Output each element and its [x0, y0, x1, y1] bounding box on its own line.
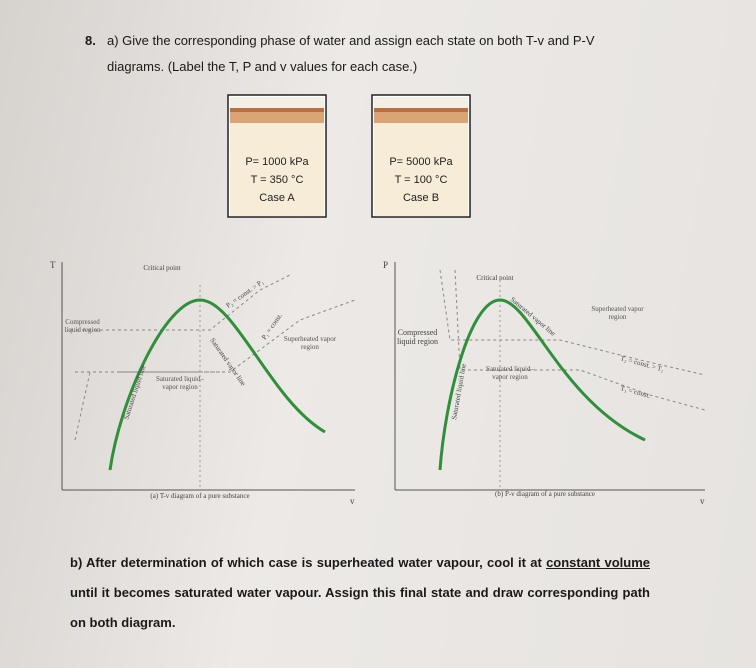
question-number: 8.	[85, 33, 96, 48]
text: .	[171, 615, 176, 630]
label: T₁ = const.	[619, 384, 651, 400]
label: Compressed liquid region	[64, 318, 101, 334]
label: Saturated vapor line	[208, 337, 247, 388]
temperature: T = 100 °C	[395, 174, 448, 186]
label: Compressed liquid region	[396, 328, 439, 346]
label: Saturated vapor line	[509, 295, 557, 337]
tv-diagram: T v Critical point Compressed liquid reg…	[50, 260, 356, 506]
label: Superheated vapor region	[283, 335, 337, 351]
part-a: 8. a) Give the corresponding phase of wa…	[85, 28, 645, 80]
saturation-dome	[438, 298, 646, 471]
axis-label: v	[700, 496, 705, 506]
label: Critical point	[143, 264, 180, 272]
label: Saturated liquid line	[122, 364, 147, 420]
saturation-dome	[108, 298, 326, 471]
emphasis: both diagram	[89, 615, 172, 630]
temperature: T = 350 °C	[251, 174, 304, 186]
part-a-text: a) Give the corresponding phase of water…	[107, 33, 595, 74]
pressure: P= 5000 kPa	[389, 156, 453, 168]
case-label: Case B	[403, 192, 439, 204]
pv-diagram: P v Critical point Compressed liquid reg…	[383, 260, 706, 506]
axis-label: v	[350, 496, 355, 506]
part-b: b) After determination of which case is …	[70, 548, 650, 638]
axis-label: T	[50, 260, 56, 270]
case-label: Case A	[259, 192, 295, 204]
pressure: P= 1000 kPa	[245, 156, 309, 168]
case-b: P= 5000 kPa T = 100 °C Case B	[371, 94, 471, 218]
caption: (b) P-v diagram of a pure substance	[495, 490, 595, 498]
label: Critical point	[476, 274, 513, 282]
label: P₂ = const. > P₁	[225, 278, 266, 310]
case-a: P= 1000 kPa T = 350 °C Case A	[227, 94, 327, 218]
label: Saturated liquid–vapor region	[155, 375, 205, 391]
text: until it becomes saturated water vapour.…	[70, 585, 650, 630]
label: Superheated vapor region	[591, 305, 644, 321]
caption: (a) T-v diagram of a pure substance	[150, 492, 249, 500]
axis-label: P	[383, 260, 388, 270]
emphasis: constant volume	[546, 555, 651, 570]
label: T₂ = const. > T₁	[619, 354, 664, 373]
text: b) After determination of which case is …	[70, 555, 547, 570]
label: Saturated liquid–vapor region	[485, 365, 535, 381]
